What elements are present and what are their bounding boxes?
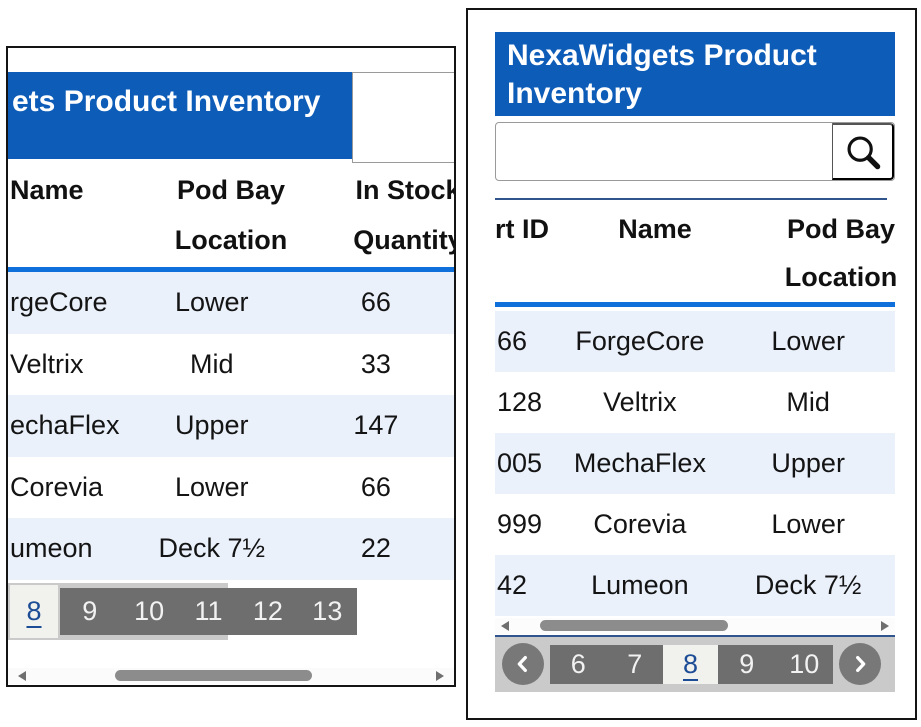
cell-name: Veltrix bbox=[603, 387, 677, 417]
search-box bbox=[352, 72, 454, 163]
cell-quantity: 22 bbox=[360, 533, 391, 564]
prev-page-button[interactable] bbox=[502, 643, 544, 685]
scroll-right-arrow-icon[interactable] bbox=[881, 621, 889, 631]
cell-part-id: 005 bbox=[497, 448, 543, 478]
search-button[interactable] bbox=[832, 123, 894, 180]
next-page-button[interactable] bbox=[839, 643, 881, 685]
column-header-quantity-line1: In Stock bbox=[355, 174, 454, 205]
table-row: 999 Corevia Lower bbox=[495, 494, 895, 555]
cell-location: Lower bbox=[175, 287, 249, 318]
header-divider bbox=[8, 267, 454, 272]
left-panel-viewport: ets Product Inventory Name Pod Bay Locat… bbox=[8, 48, 454, 685]
table-body: 66 ForgeCore Lower 128 Veltrix Mid 005 M… bbox=[495, 311, 895, 616]
table-top-border bbox=[495, 198, 887, 200]
table-row: 42 Lumeon Deck 7½ bbox=[495, 555, 895, 616]
column-header-pod-bay-line2: Location bbox=[784, 261, 898, 292]
cell-name: Veltrix bbox=[10, 348, 84, 379]
cell-location: Mid bbox=[786, 387, 830, 417]
horizontal-scrollbar[interactable] bbox=[8, 668, 454, 684]
cell-location: Deck 7½ bbox=[158, 533, 266, 564]
right-panel: NexaWidgets Product Inventory rt ID Name bbox=[466, 8, 917, 720]
cell-location: Lower bbox=[771, 326, 845, 356]
cell-name: ForgeCore bbox=[575, 326, 705, 356]
current-page-button[interactable]: 8 bbox=[663, 645, 718, 684]
pagination-pages: 9 10 bbox=[718, 645, 833, 684]
left-panel: ets Product Inventory Name Pod Bay Locat… bbox=[6, 46, 456, 687]
cell-quantity: 33 bbox=[360, 348, 391, 379]
scroll-left-arrow-icon[interactable] bbox=[18, 671, 26, 681]
column-header-name: Name bbox=[10, 174, 84, 205]
page-button-10[interactable]: 10 bbox=[134, 596, 165, 626]
cell-name: umeon bbox=[10, 533, 93, 564]
header-divider bbox=[495, 302, 895, 307]
scroll-left-arrow-icon[interactable] bbox=[501, 621, 509, 631]
cell-quantity: 66 bbox=[360, 287, 391, 318]
cell-location: Lower bbox=[771, 509, 845, 539]
chevron-left-icon bbox=[517, 655, 527, 673]
column-header-pod-bay-line1: Pod Bay bbox=[786, 213, 896, 244]
cell-location: Mid bbox=[190, 348, 234, 379]
cell-part-id: 999 bbox=[497, 509, 543, 539]
page-button-13[interactable]: 13 bbox=[312, 596, 343, 626]
cell-name: rgeCore bbox=[10, 287, 108, 318]
cell-location: Upper bbox=[175, 410, 249, 441]
column-header-part-id: rt ID bbox=[495, 213, 549, 244]
column-header-name: Name bbox=[618, 213, 692, 244]
horizontal-scrollbar[interactable] bbox=[495, 618, 895, 634]
search-input[interactable] bbox=[353, 73, 454, 162]
column-header-quantity-line2: Quantity bbox=[353, 224, 454, 255]
cell-name: Corevia bbox=[593, 509, 687, 539]
page-button-12[interactable]: 12 bbox=[252, 596, 283, 626]
scrollbar-thumb[interactable] bbox=[540, 620, 728, 631]
table-row: 128 Veltrix Mid bbox=[495, 372, 895, 433]
scrollbar-thumb[interactable] bbox=[115, 670, 312, 681]
column-header-pod-bay-line2: Location bbox=[174, 224, 288, 255]
page-button-10[interactable]: 10 bbox=[789, 649, 820, 679]
cell-name: Corevia bbox=[10, 471, 104, 502]
chevron-right-icon bbox=[856, 655, 866, 673]
table-row: rgeCore Lower 66 bbox=[8, 272, 454, 334]
cell-name: echaFlex bbox=[10, 410, 120, 441]
right-panel-viewport: NexaWidgets Product Inventory rt ID Name bbox=[468, 10, 915, 718]
table-row: echaFlex Upper 147 bbox=[8, 395, 454, 457]
search-input[interactable] bbox=[496, 123, 832, 180]
column-header-pod-bay-line1: Pod Bay bbox=[176, 174, 286, 205]
cell-location: Lower bbox=[175, 471, 249, 502]
table-row: Corevia Lower 66 bbox=[8, 457, 454, 519]
page-title: NexaWidgets Product Inventory bbox=[507, 39, 817, 110]
scroll-right-arrow-icon[interactable] bbox=[436, 671, 444, 681]
current-page-button[interactable]: 8 bbox=[10, 585, 58, 638]
search-box bbox=[495, 122, 895, 181]
cell-name: Lumeon bbox=[591, 570, 689, 600]
pagination-pages: 6 7 bbox=[550, 645, 663, 684]
page-button-7[interactable]: 7 bbox=[627, 649, 643, 679]
cell-name: MechaFlex bbox=[573, 448, 706, 478]
pagination-pages: 9 10 11 12 13 bbox=[60, 588, 357, 635]
cell-location: Upper bbox=[771, 448, 845, 478]
table-row: 005 MechaFlex Upper bbox=[495, 433, 895, 494]
page-button-11[interactable]: 11 bbox=[194, 596, 223, 626]
table-row: umeon Deck 7½ 22 bbox=[8, 518, 454, 580]
pagination-top-border bbox=[495, 635, 895, 637]
cell-part-id: 42 bbox=[497, 570, 528, 600]
cell-quantity: 147 bbox=[353, 410, 399, 441]
app-header: NexaWidgets Product Inventory bbox=[495, 32, 895, 116]
table-row: 66 ForgeCore Lower bbox=[495, 311, 895, 372]
cell-quantity: 66 bbox=[360, 471, 391, 502]
page-button-6[interactable]: 6 bbox=[570, 649, 586, 679]
cell-part-id: 128 bbox=[497, 387, 543, 417]
cell-location: Deck 7½ bbox=[754, 570, 862, 600]
page-title: ets Product Inventory bbox=[12, 85, 321, 118]
current-page-label: 8 bbox=[682, 649, 699, 679]
page-button-9[interactable]: 9 bbox=[82, 596, 98, 626]
cell-part-id: 66 bbox=[497, 326, 528, 356]
app-header: ets Product Inventory bbox=[8, 72, 352, 159]
page-button-9[interactable]: 9 bbox=[739, 649, 755, 679]
current-page-label: 8 bbox=[26, 596, 42, 626]
pagination-bar: 6 7 8 9 10 bbox=[495, 637, 895, 692]
table-body: rgeCore Lower 66 Veltrix Mid 33 echaFlex… bbox=[8, 272, 454, 580]
search-icon bbox=[846, 135, 880, 169]
table-row: Veltrix Mid 33 bbox=[8, 334, 454, 396]
